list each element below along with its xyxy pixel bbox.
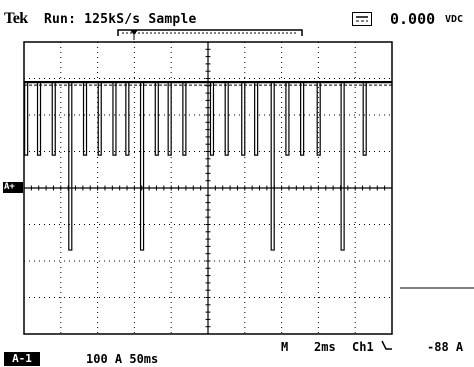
trigger-source-readout: Ch1 — [352, 340, 374, 354]
pulse — [97, 82, 102, 156]
brand-logo: Tek — [4, 10, 28, 27]
pulse — [68, 82, 73, 251]
waveform-trace — [24, 81, 392, 251]
record-bracket — [117, 29, 303, 36]
acquisition-status: Run: 125kS/s Sample — [44, 12, 197, 27]
pulse — [300, 82, 305, 156]
pulse — [270, 82, 275, 251]
graticule-grid — [23, 41, 393, 335]
trigger-level-readout: -88 A — [427, 340, 464, 354]
pulse — [362, 82, 367, 156]
pulse — [82, 82, 88, 156]
pulse — [285, 82, 290, 156]
dc-coupling-icon — [352, 12, 372, 26]
trigger-position-label: M — [281, 340, 289, 354]
pulse — [340, 82, 345, 251]
pulse — [125, 82, 130, 156]
pulse — [241, 82, 246, 156]
pulse — [167, 82, 172, 156]
record-position-bar — [117, 29, 303, 40]
pulse — [154, 82, 159, 156]
pulse — [316, 82, 321, 156]
pulse — [51, 82, 56, 156]
pulse — [139, 82, 145, 251]
trigger-point-marker — [130, 30, 138, 35]
pulse — [112, 82, 117, 156]
falling-slope-icon — [381, 340, 392, 350]
channel-scale-readout: 100 A 50ms — [86, 352, 159, 366]
meter-reading: 0.000 — [390, 10, 436, 28]
pulse — [24, 82, 29, 156]
meter-unit: VDC — [445, 14, 464, 25]
pulse — [36, 82, 42, 156]
channel-ground-marker[interactable]: A+ — [3, 182, 23, 193]
pulse — [209, 82, 215, 156]
channel-badge[interactable]: A-1 — [4, 352, 40, 366]
pulse — [224, 82, 229, 156]
pulse — [182, 82, 187, 156]
timebase-readout: 2ms — [314, 340, 336, 354]
pulse — [254, 82, 259, 156]
